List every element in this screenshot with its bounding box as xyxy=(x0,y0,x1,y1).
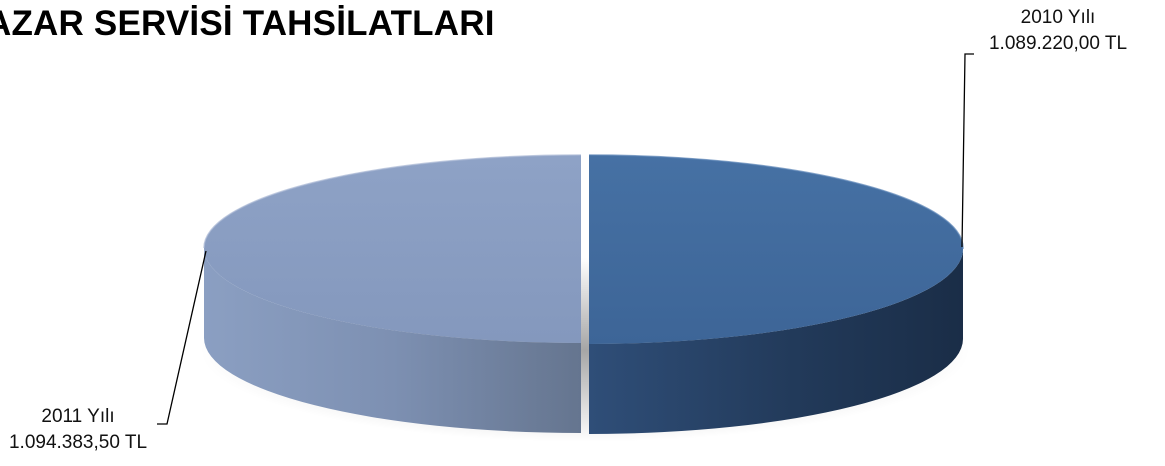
pie-slice-2010 xyxy=(589,155,964,344)
data-label-2011-value: 1.094.383,50 TL xyxy=(8,432,148,453)
data-label-2010: 2010 Yılı 1.089.220,00 TL xyxy=(978,5,1138,57)
pie-slice-2011 xyxy=(204,155,581,343)
leader-line-2011 xyxy=(157,250,207,425)
leader-line-2010 xyxy=(961,53,974,248)
pie-slice-2011-side xyxy=(204,248,581,433)
data-label-2010-category: 2010 Yılı xyxy=(1020,7,1096,28)
pie-slice-2010-side xyxy=(589,249,963,434)
data-label-2011-category: 2011 Yılı xyxy=(41,406,115,427)
chart-title: AZAR SERVİSİ TAHSİLATLARI xyxy=(0,4,495,43)
data-label-2011: 2011 Yılı 1.094.383,50 TL xyxy=(0,404,162,456)
data-label-2010-value: 1.089.220,00 TL xyxy=(988,33,1128,54)
